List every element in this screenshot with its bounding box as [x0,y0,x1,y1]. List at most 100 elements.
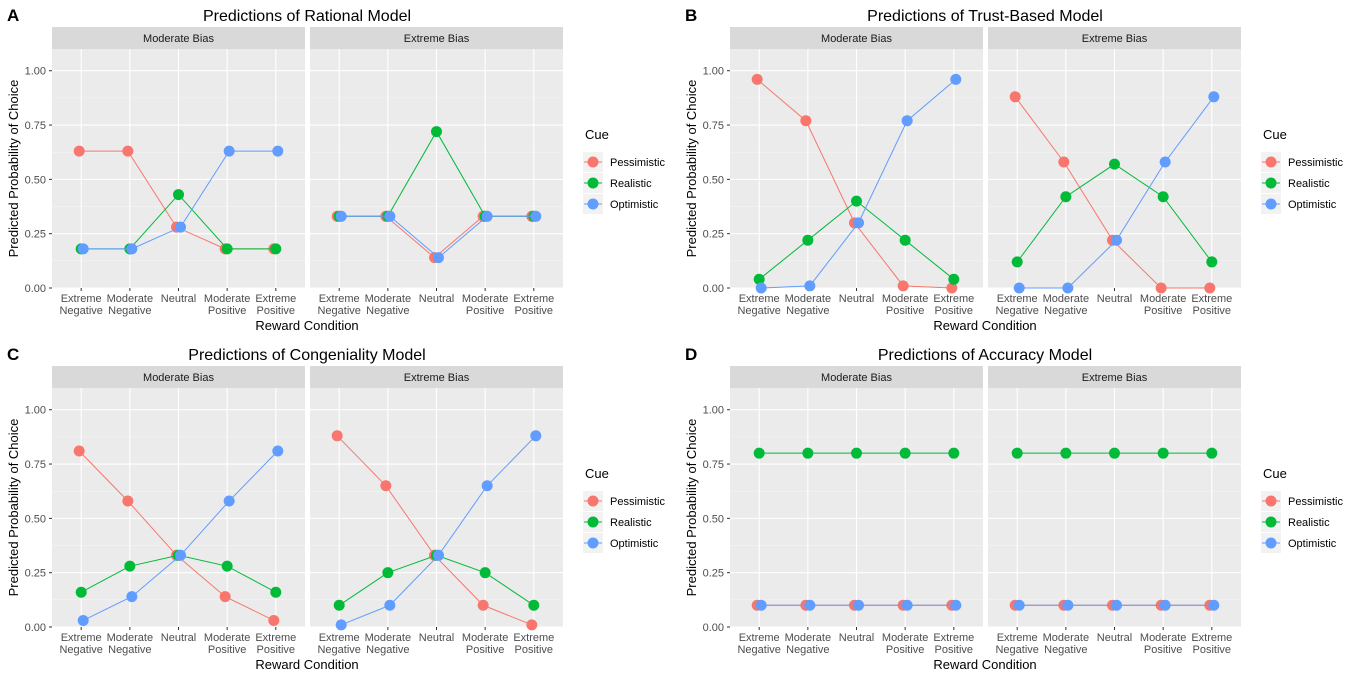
data-point-optimistic [481,210,493,222]
data-point-optimistic [804,599,816,611]
y-tick-label: 0.50 [25,174,46,186]
data-point-optimistic [126,591,138,603]
legend-key-point-optimistic [1265,537,1277,549]
legend-title: Cue [585,127,609,142]
data-point-optimistic [272,145,284,157]
facet-strip [310,366,563,388]
data-point-optimistic [530,430,542,442]
x-tick-label: Extreme Positive [933,632,974,656]
series-optimistic [77,145,284,255]
legend-label-optimistic: Optimistic [1288,199,1337,211]
data-point-realistic [851,195,862,207]
x-tick-label: Extreme Positive [255,632,296,656]
x-tick-label: Moderate Positive [1140,293,1186,317]
data-point-optimistic [223,495,235,507]
legend: Cue Pessimistic Realistic Optimistic [583,466,666,553]
series-optimistic [77,445,284,626]
data-point-realistic [528,599,540,611]
data-point-optimistic [433,549,444,561]
panel-c: C Predictions of Congeniality Model Predic… [6,345,666,672]
legend-key-point-realistic [587,177,599,189]
legend-label-optimistic: Optimistic [610,538,659,550]
data-point-realistic [1109,447,1120,459]
series-realistic [1011,447,1218,459]
legend-label-realistic: Realistic [610,178,652,190]
y-tick-label: 0.25 [25,568,46,580]
y-tick-label: 1.00 [25,405,46,417]
x-tick-label: Neutral [161,293,196,305]
data-point-realistic [75,586,87,598]
x-axis-title: Reward Condition [933,657,1036,672]
x-tick-label: Moderate Negative [785,293,831,317]
data-point-optimistic [950,73,962,85]
data-point-realistic [899,447,911,459]
data-point-pessimistic [526,619,538,631]
legend-label-pessimistic: Pessimistic [610,496,666,508]
legend-label-optimistic: Optimistic [610,199,659,211]
data-point-optimistic [755,599,767,611]
data-point-optimistic [530,210,542,222]
legend-key-point-pessimistic [587,495,599,507]
legend: Cue Pessimistic Realistic Optimistic [1261,466,1344,553]
facet-strip [310,27,563,49]
y-axis-title: Predicted Probability of Choice [684,419,699,597]
series-realistic [75,549,282,598]
y-tick-label: 0.25 [25,229,46,241]
data-point-optimistic [1208,599,1220,611]
data-point-optimistic [853,599,864,611]
data-point-realistic [479,567,491,579]
x-tick-label: Extreme Positive [933,293,974,317]
legend-key-point-pessimistic [1265,495,1277,507]
data-point-pessimistic [946,282,958,294]
x-tick-label: Extreme Negative [737,632,780,656]
data-point-optimistic [1208,91,1220,103]
data-point-realistic [173,189,184,201]
data-point-pessimistic [897,280,909,292]
x-tick-label: Neutral [419,293,454,305]
data-point-realistic [270,243,282,255]
facet-strip [988,27,1241,49]
data-point-pessimistic [331,430,343,442]
data-point-pessimistic [122,495,134,507]
x-axis-title: Reward Condition [933,318,1036,333]
x-tick-label: Moderate Positive [462,293,508,317]
panel-a: A Predictions of Rational Model Predicted … [6,6,666,333]
data-point-realistic [802,447,814,459]
x-tick-label: Moderate Negative [1043,293,1089,317]
data-point-pessimistic [380,480,392,492]
legend-title: Cue [1263,127,1287,142]
panel-b: B Predictions of Trust-Based Model Predict… [684,6,1344,333]
data-point-optimistic [853,217,864,229]
data-point-optimistic [1013,599,1025,611]
x-axis-title: Reward Condition [255,657,358,672]
facet-strip [730,366,983,388]
y-tick-label: 0.00 [25,622,46,634]
legend-key-point-pessimistic [1265,156,1277,168]
data-point-optimistic [175,221,186,233]
y-tick-label: 1.00 [703,66,724,78]
y-tick-label: 0.00 [25,283,46,295]
data-point-realistic [1011,256,1023,268]
data-point-pessimistic [122,145,134,157]
data-point-realistic [1206,447,1218,459]
data-point-optimistic [384,599,396,611]
data-point-optimistic [1062,282,1074,294]
data-point-optimistic [433,252,444,264]
data-point-optimistic [126,243,138,255]
x-tick-label: Extreme Negative [59,632,102,656]
data-point-optimistic [901,599,913,611]
y-tick-label: 0.75 [25,120,46,132]
data-point-optimistic [1062,599,1074,611]
data-point-pessimistic [1155,282,1167,294]
panel-title: Predictions of Trust-Based Model [867,8,1103,25]
x-tick-label: Moderate Positive [1140,632,1186,656]
facet-strip [52,366,305,388]
x-tick-label: Extreme Negative [995,293,1038,317]
facet-strip-label: Moderate Bias [821,372,892,384]
legend-label-pessimistic: Pessimistic [1288,496,1344,508]
x-tick-label: Moderate Negative [785,632,831,656]
